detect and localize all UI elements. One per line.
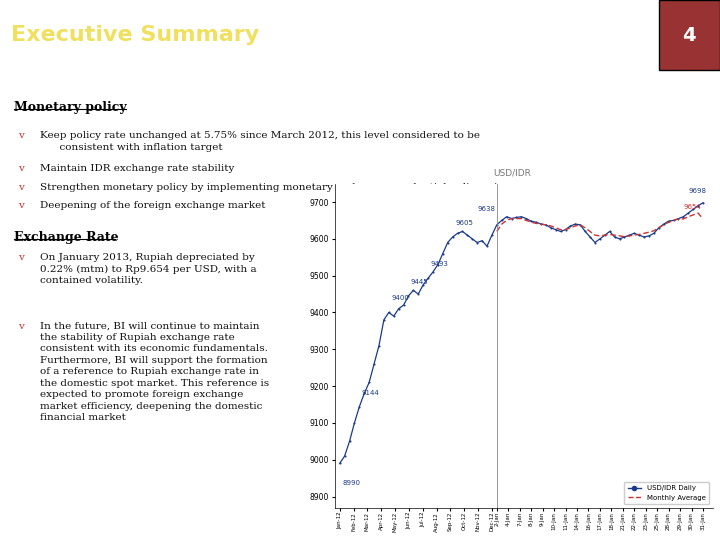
Text: In the future, BI will continue to maintain
the stability of Rupiah exchange rat: In the future, BI will continue to maint… — [40, 321, 269, 422]
Text: 8990: 8990 — [342, 480, 360, 485]
Text: v: v — [18, 201, 24, 210]
Text: 9605: 9605 — [455, 220, 473, 226]
Legend: USD/IDR Daily, Monthly Average: USD/IDR Daily, Monthly Average — [624, 482, 709, 504]
Text: 4: 4 — [683, 25, 696, 45]
Text: USD/IDR: USD/IDR — [493, 168, 531, 177]
Text: Keep policy rate unchanged at 5.75% since March 2012, this level considered to b: Keep policy rate unchanged at 5.75% sinc… — [40, 131, 480, 152]
Text: Deepening of the foreign exchange market: Deepening of the foreign exchange market — [40, 201, 265, 210]
Text: v: v — [18, 183, 24, 192]
FancyBboxPatch shape — [659, 0, 720, 70]
Text: 9638: 9638 — [477, 206, 495, 212]
Text: Exchange Rate: Exchange Rate — [14, 231, 119, 244]
Text: 9445: 9445 — [411, 279, 428, 285]
Text: 9654: 9654 — [683, 204, 701, 210]
Text: On January 2013, Rupiah depreciated by
0.22% (mtm) to Rp9.654 per USD, with a
co: On January 2013, Rupiah depreciated by 0… — [40, 253, 256, 286]
Text: Executive Summary: Executive Summary — [11, 25, 259, 45]
Text: 9400: 9400 — [391, 295, 409, 301]
Text: Maintain IDR exchange rate stability: Maintain IDR exchange rate stability — [40, 164, 234, 173]
Text: v: v — [18, 164, 24, 173]
Text: 9698: 9698 — [688, 187, 706, 193]
Text: 9493: 9493 — [431, 261, 449, 267]
Text: v: v — [18, 321, 24, 330]
Text: v: v — [18, 131, 24, 140]
Text: Strengthen monetary policy by implementing monetary and macroprudential policy m: Strengthen monetary policy by implementi… — [40, 183, 503, 192]
Text: v: v — [18, 253, 24, 262]
Text: 9144: 9144 — [362, 390, 379, 396]
Text: Monetary policy: Monetary policy — [14, 101, 127, 114]
